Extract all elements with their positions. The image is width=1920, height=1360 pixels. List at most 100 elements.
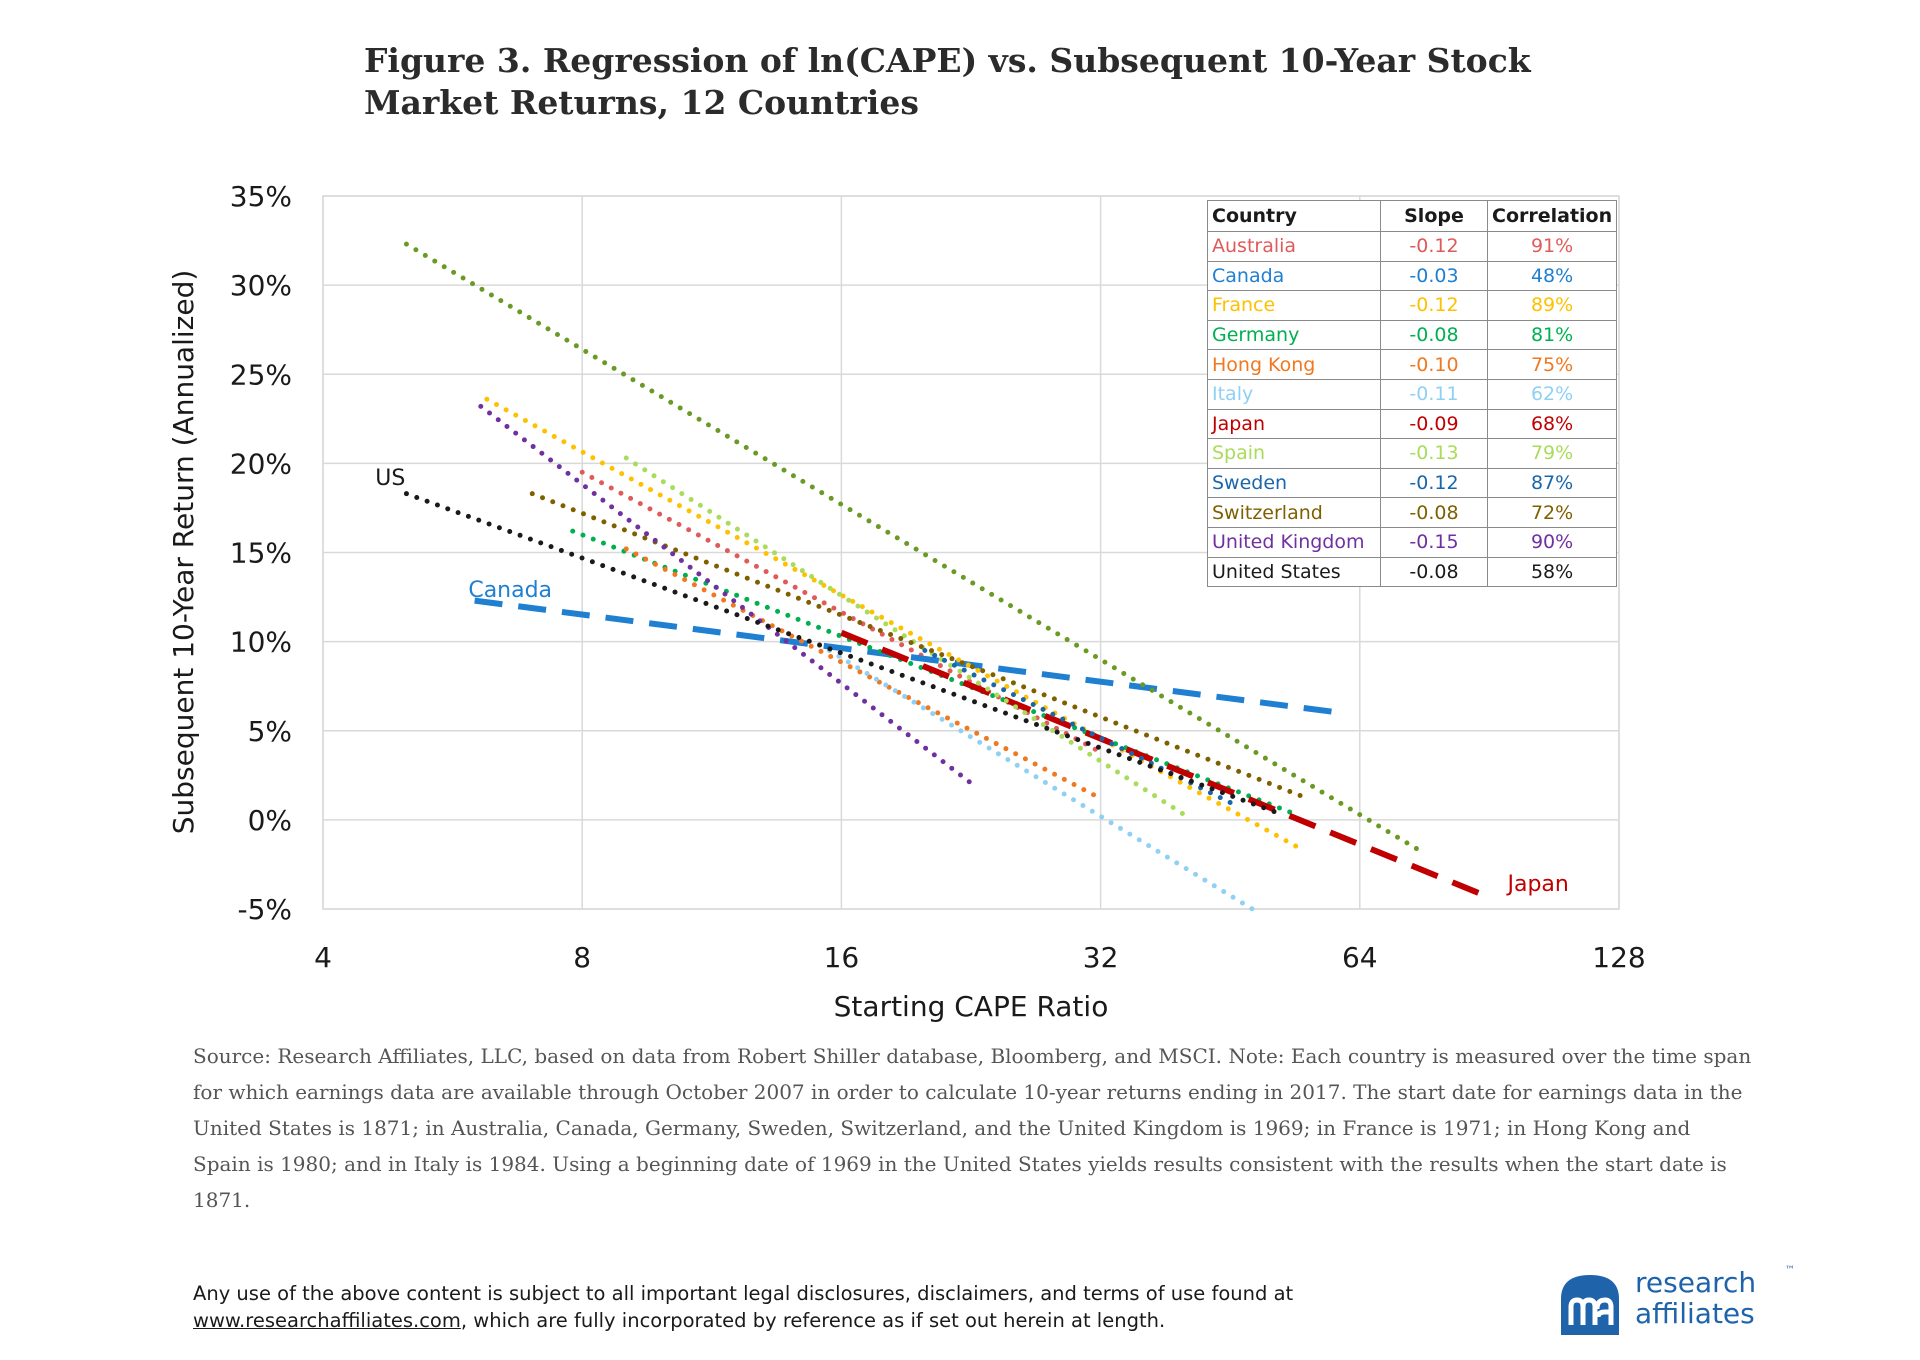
cell-country: United States	[1207, 556, 1381, 588]
cell-correlation: 68%	[1486, 408, 1618, 440]
trademark-symbol: ™	[1785, 1265, 1795, 1276]
regression-chart: -5% 0% 5% 10% 15% 20% 25% 30% 35% 4 8 16 32 64 128 St…	[167, 180, 1646, 1023]
table-row: Switzerland -0.08 72%	[1207, 497, 1618, 528]
table-row: Canada -0.03 48%	[1207, 260, 1618, 292]
cell-slope: -0.13	[1380, 438, 1488, 469]
cell-slope: -0.08	[1380, 556, 1488, 588]
legal-footer: Any use of the above content is subject …	[193, 1280, 1393, 1334]
cell-country: Australia	[1207, 231, 1381, 262]
cell-slope: -0.12	[1380, 467, 1488, 499]
cell-country: Hong Kong	[1207, 349, 1381, 380]
cell-correlation: 90%	[1486, 526, 1618, 558]
logo-mark-icon	[1561, 1275, 1619, 1335]
y-tick-label: 0%	[248, 804, 292, 837]
table-row: Sweden -0.12 87%	[1207, 467, 1618, 499]
x-tick-label: 64	[1342, 941, 1378, 974]
y-tick-label: 25%	[230, 358, 292, 391]
x-tick-label: 8	[573, 941, 591, 974]
annotation-japan: Japan	[1506, 872, 1569, 897]
chart-title-line-2: Market Returns, 12 Countries	[364, 83, 919, 122]
cell-country: Canada	[1207, 260, 1381, 292]
regression-line-hong-kong	[623, 546, 1104, 801]
table-row: Australia -0.12 91%	[1207, 231, 1618, 262]
chart-title: Figure 3. Regression of ln(CAPE) vs. Sub…	[364, 40, 1664, 124]
y-tick-label: -5%	[237, 893, 292, 926]
x-tick-label: 16	[824, 941, 860, 974]
x-tick-label: 32	[1083, 941, 1119, 974]
cell-country: Spain	[1207, 438, 1381, 469]
cell-country: Japan	[1207, 408, 1381, 440]
research-affiliates-logo: research affiliates ™	[1555, 1265, 1795, 1340]
table-row: Spain -0.13 79%	[1207, 438, 1618, 469]
cell-slope: -0.09	[1380, 408, 1488, 440]
cell-country: Switzerland	[1207, 497, 1381, 528]
cell-correlation: 87%	[1486, 467, 1618, 499]
cell-slope: -0.10	[1380, 349, 1488, 380]
cell-country: France	[1207, 290, 1381, 321]
cell-country: Germany	[1207, 319, 1381, 351]
x-axis-label: Starting CAPE Ratio	[834, 990, 1109, 1023]
plot-area-border	[322, 195, 1620, 910]
cell-correlation: 58%	[1486, 556, 1618, 588]
cell-correlation: 89%	[1486, 290, 1618, 321]
cell-slope: -0.08	[1380, 497, 1488, 528]
table-row: United States -0.08 58%	[1207, 556, 1618, 588]
y-tick-label: 20%	[230, 447, 292, 480]
footer-text-line-1: Any use of the above content is subject …	[193, 1282, 1294, 1305]
y-tick-label: 5%	[248, 715, 292, 748]
cell-correlation: 81%	[1486, 319, 1618, 351]
annotation-canada: Canada	[468, 578, 552, 603]
regression-line-sweden	[922, 648, 1239, 809]
table-row: Japan -0.09 68%	[1207, 408, 1618, 440]
table-row: Germany -0.08 81%	[1207, 319, 1618, 351]
y-tick-label: 15%	[230, 537, 292, 570]
country-regression-table: Country Slope Correlation Australia -0.12…	[1207, 200, 1618, 588]
cell-country: Sweden	[1207, 467, 1381, 499]
table-header-row: Country Slope Correlation	[1207, 200, 1618, 232]
regression-line-australia	[579, 469, 1104, 755]
table-row: United Kingdom -0.15 90%	[1207, 526, 1618, 558]
cell-slope: -0.03	[1380, 260, 1488, 292]
chart-title-line-1: Figure 3. Regression of ln(CAPE) vs. Sub…	[364, 41, 1531, 80]
table-row: Hong Kong -0.10 75%	[1207, 349, 1618, 380]
logo-wordmark: research affiliates	[1635, 1267, 1756, 1329]
regression-line-switzerland	[529, 491, 1306, 800]
regression-line-italy	[827, 648, 1255, 912]
cell-correlation: 75%	[1486, 349, 1618, 380]
header-country: Country	[1207, 200, 1381, 232]
cell-correlation: 91%	[1486, 231, 1618, 262]
table-row: Italy -0.11 62%	[1207, 378, 1618, 410]
x-tick-label: 4	[314, 941, 332, 974]
cell-country: Italy	[1207, 378, 1381, 410]
cell-correlation: 62%	[1486, 378, 1618, 410]
x-axis-ticks: 4 8 16 32 64 128	[314, 941, 1646, 974]
regression-line-overall	[403, 241, 1422, 853]
logo-word-research: research	[1635, 1266, 1757, 1299]
y-tick-label: 10%	[230, 626, 292, 659]
regression-lines	[403, 241, 1489, 912]
y-axis-ticks: -5% 0% 5% 10% 15% 20% 25% 30% 35%	[230, 180, 292, 926]
cell-correlation: 48%	[1486, 260, 1618, 292]
cell-country: United Kingdom	[1207, 526, 1381, 558]
x-tick-label: 128	[1592, 941, 1645, 974]
line-annotations: US Canada Japan	[375, 466, 1569, 897]
y-tick-label: 35%	[230, 180, 292, 213]
table-row: France -0.12 89%	[1207, 290, 1618, 321]
cell-slope: -0.12	[1380, 231, 1488, 262]
footer-text-line-2: , which are fully incorporated by refere…	[460, 1309, 1166, 1332]
y-axis-label: Subsequent 10-Year Return (Annualized)	[167, 270, 200, 835]
y-tick-label: 30%	[230, 269, 292, 302]
cell-slope: -0.12	[1380, 290, 1488, 321]
cell-correlation: 79%	[1486, 438, 1618, 469]
regression-line-france	[484, 396, 1306, 853]
cell-slope: -0.11	[1380, 378, 1488, 410]
website-link[interactable]: www.researchaffiliates.com	[193, 1309, 461, 1332]
regression-line-united-states	[403, 491, 1285, 818]
cell-correlation: 72%	[1486, 497, 1618, 528]
cell-slope: -0.08	[1380, 319, 1488, 351]
logo-word-affiliates: affiliates	[1635, 1297, 1755, 1330]
regression-line-canada	[474, 597, 1343, 716]
regression-line-spain	[623, 455, 1187, 818]
regression-line-japan	[840, 629, 1489, 900]
header-slope: Slope	[1380, 200, 1488, 232]
